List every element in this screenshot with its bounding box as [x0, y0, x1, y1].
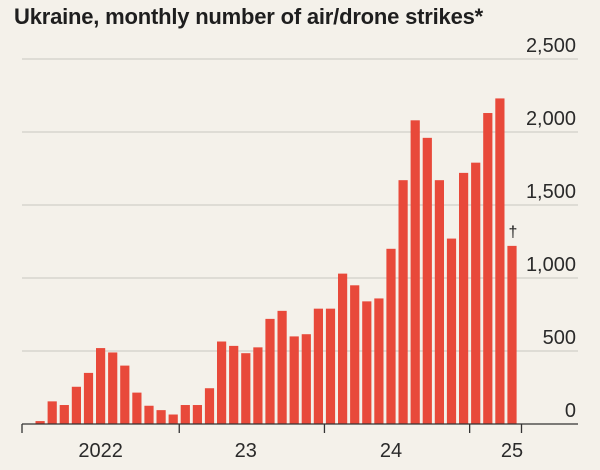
bar-30: [398, 180, 408, 424]
bar-26: [350, 285, 360, 424]
annotation-dagger: †: [509, 224, 518, 241]
bar-32: [422, 137, 432, 424]
bar-16: [229, 345, 239, 424]
bar-14: [204, 388, 215, 424]
bar-38: [495, 98, 505, 425]
y-tick-label-3: 1,500: [526, 181, 576, 203]
annotations: †: [509, 224, 518, 241]
bar-25: [338, 273, 348, 424]
bar-8: [132, 392, 142, 424]
bar-19: [265, 318, 275, 424]
bar-12: [180, 405, 190, 424]
bar-10: [156, 410, 166, 424]
chart-title: Ukraine, monthly number of air/drone str…: [14, 4, 484, 29]
bar-27: [362, 301, 372, 424]
bar-15: [217, 341, 227, 424]
bar-31: [410, 120, 420, 424]
bar-37: [483, 113, 493, 425]
bar-21: [289, 336, 299, 424]
x-tick-label-2: 24: [380, 440, 402, 462]
bar-36: [471, 162, 481, 424]
bar-5: [96, 348, 106, 424]
bar-13: [192, 405, 202, 424]
bar-3: [71, 386, 81, 424]
bar-6: [108, 352, 118, 424]
x-tick-label-1: 23: [235, 440, 257, 462]
bar-18: [253, 347, 263, 424]
bar-20: [277, 310, 287, 424]
bar-1: [47, 401, 57, 424]
bar-7: [120, 365, 130, 424]
bar-33: [434, 180, 444, 424]
y-tick-label-1: 500: [543, 327, 576, 349]
bar-2: [59, 405, 69, 424]
bar-11: [168, 414, 178, 424]
bar-29: [386, 248, 396, 424]
bar-23: [313, 308, 323, 424]
bar-34: [446, 238, 457, 424]
x-axis: 2022 23 24 25: [21, 423, 578, 462]
bar-35: [459, 172, 469, 424]
gridlines: [22, 58, 578, 352]
bar-17: [241, 353, 251, 424]
bar-4: [83, 372, 94, 424]
y-tick-label-5: 2,500: [526, 35, 576, 57]
bars: [35, 98, 517, 425]
bar-22: [301, 334, 311, 424]
y-tick-label-4: 2,000: [526, 108, 576, 130]
bar-9: [144, 405, 154, 424]
x-tick-label-3: 25: [501, 440, 523, 462]
bar-24: [325, 308, 336, 424]
bar-28: [374, 298, 384, 424]
y-axis-labels: 0 500 1,000 1,500 2,000 2,500: [526, 35, 576, 422]
bar-39: [507, 245, 517, 424]
bar-0: [35, 421, 45, 424]
y-tick-label-2: 1,000: [526, 254, 576, 276]
y-tick-label-0: 0: [565, 400, 576, 422]
x-tick-label-0: 2022: [78, 440, 123, 462]
